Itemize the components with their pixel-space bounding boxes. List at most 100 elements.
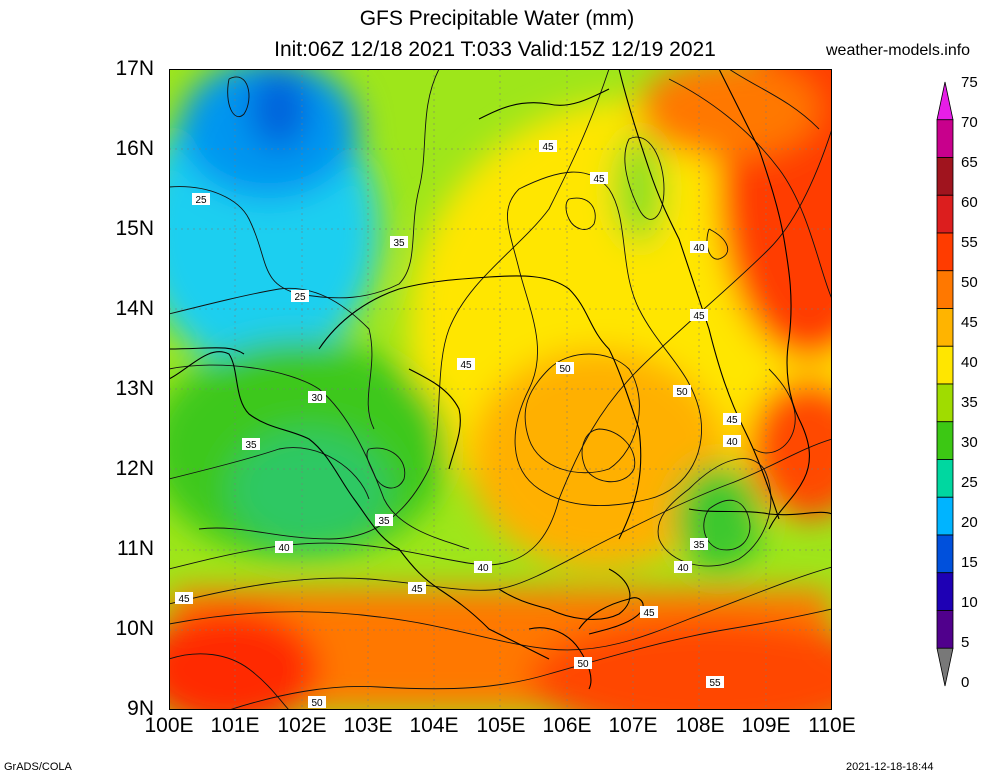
colorbar-label: 25 [961, 474, 978, 491]
svg-text:40: 40 [278, 543, 290, 554]
colorbar-bin [936, 345, 954, 385]
contour-label: 45 [539, 140, 557, 153]
colorbar-label: 35 [961, 394, 978, 411]
map-title: GFS Precipitable Water (mm) [359, 7, 635, 30]
contour-label: 40 [723, 435, 741, 448]
lon-label: 105E [476, 714, 526, 737]
svg-text:50: 50 [559, 364, 571, 375]
contour-label: 45 [640, 606, 658, 619]
contour-label: 25 [192, 193, 210, 206]
lon-label: 102E [277, 714, 327, 737]
colorbar-label: 75 [961, 74, 978, 91]
contour-label: 40 [690, 241, 708, 254]
colorbar-label: 50 [961, 274, 978, 291]
svg-text:45: 45 [542, 142, 554, 153]
contour-label: 35 [375, 514, 393, 527]
colorbar-svg [936, 81, 954, 687]
svg-text:45: 45 [178, 594, 190, 605]
contour-label: 45 [175, 592, 193, 605]
colorbar-bin [936, 421, 954, 460]
colorbar-label: 20 [961, 514, 978, 531]
contour-label: 55 [706, 676, 724, 689]
lat-label: 15N [115, 217, 154, 240]
lat-label: 14N [115, 297, 154, 320]
svg-text:45: 45 [411, 584, 423, 595]
lon-label: 107E [608, 714, 658, 737]
colorbar-bin [936, 119, 954, 158]
colorbar-label: 10 [961, 594, 978, 611]
svg-text:50: 50 [676, 387, 688, 398]
map-subtitle: Init:06Z 12/18 2021 T:033 Valid:15Z 12/1… [274, 38, 716, 61]
svg-text:45: 45 [726, 415, 738, 426]
contour-label: 50 [574, 657, 592, 670]
svg-text:35: 35 [378, 516, 390, 527]
svg-text:40: 40 [693, 243, 705, 254]
colorbar-bin [936, 610, 954, 649]
svg-text:45: 45 [460, 360, 472, 371]
contour-label: 35 [390, 236, 408, 249]
lon-label: 100E [144, 714, 194, 737]
colorbar-bin [936, 232, 954, 272]
svg-text:25: 25 [294, 292, 306, 303]
site-label: weather-models.info [826, 42, 971, 59]
coastlines [168, 68, 833, 690]
map-svg: 25 25 35 25 30 35 35 40 45 45 45 50 40 4… [139, 19, 899, 739]
contour-label: 40 [674, 561, 692, 574]
contour-label: 50 [556, 362, 574, 375]
precipitable-water-map: 25 25 35 25 30 35 35 40 45 45 45 50 40 4… [139, 19, 899, 739]
contour-label: 35 [690, 538, 708, 551]
contour-label: 45 [457, 358, 475, 371]
svg-text:50: 50 [311, 698, 323, 709]
lat-label: 13N [115, 377, 154, 400]
colorbar-bin [936, 647, 954, 687]
contour-label: 45 [590, 172, 608, 185]
svg-text:40: 40 [477, 563, 489, 574]
colorbar-bin [936, 308, 954, 347]
lon-label: 103E [343, 714, 393, 737]
lat-label: 16N [115, 137, 154, 160]
contour-label: 25 [291, 290, 309, 303]
contour-label: 35 [242, 438, 260, 451]
colorbar-label: 60 [961, 194, 978, 211]
svg-text:30: 30 [311, 393, 323, 404]
contour-label: 40 [275, 541, 293, 554]
lon-label: 101E [210, 714, 260, 737]
colorbar-bin [936, 459, 954, 498]
contour-label: 45 [723, 413, 741, 426]
svg-text:35: 35 [393, 238, 405, 249]
colorbar-label: 55 [961, 234, 978, 251]
footer-left: GrADS/COLA [4, 761, 72, 773]
colorbar-bin [936, 383, 954, 423]
svg-text:45: 45 [593, 174, 605, 185]
svg-text:25: 25 [195, 195, 207, 206]
svg-text:40: 40 [677, 563, 689, 574]
colorbar-bin [936, 81, 954, 121]
contour-lines [168, 68, 833, 711]
svg-text:45: 45 [643, 608, 655, 619]
lon-label: 109E [741, 714, 791, 737]
field-shading [139, 19, 899, 739]
colorbar-bin [936, 194, 954, 234]
colorbar-bin [936, 496, 954, 536]
colorbar [936, 81, 954, 687]
lon-label: 108E [675, 714, 725, 737]
colorbar-bin [936, 572, 954, 611]
colorbar-label: 65 [961, 154, 978, 171]
contour-labels: 25 25 35 25 30 35 35 40 45 45 45 50 40 4… [175, 140, 741, 709]
lon-label: 106E [542, 714, 592, 737]
svg-text:50: 50 [577, 659, 589, 670]
contour-label: 45 [408, 582, 426, 595]
svg-text:35: 35 [693, 540, 705, 551]
lat-label: 9N [127, 697, 154, 720]
contour-label: 50 [308, 696, 326, 709]
colorbar-label: 45 [961, 314, 978, 331]
svg-text:35: 35 [245, 440, 257, 451]
lon-label: 110E [808, 714, 856, 737]
colorbar-label: 30 [961, 434, 978, 451]
colorbar-label: 5 [961, 634, 970, 651]
colorbar-bin [936, 534, 954, 574]
lat-label: 10N [115, 617, 154, 640]
lat-label: 11N [117, 537, 154, 560]
contour-label: 45 [690, 309, 708, 322]
colorbar-label: 70 [961, 114, 978, 131]
